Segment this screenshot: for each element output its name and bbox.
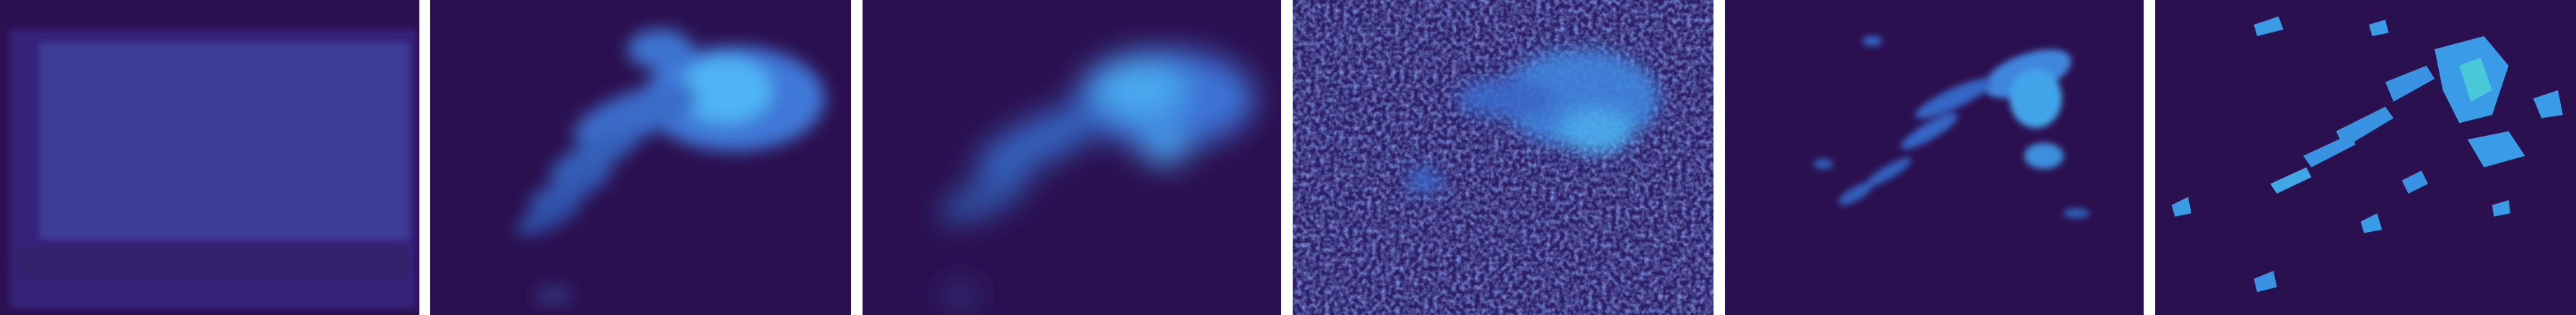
blob-group xyxy=(515,29,825,306)
fragment xyxy=(2171,197,2192,217)
panel xyxy=(0,0,419,315)
blob xyxy=(974,102,1110,177)
streak xyxy=(1915,78,1993,119)
panel xyxy=(1293,0,1713,315)
fragment xyxy=(2467,131,2525,168)
panel xyxy=(430,0,851,315)
streak xyxy=(2024,142,2064,169)
fragment xyxy=(2360,213,2383,233)
streak xyxy=(2009,69,2062,129)
region xyxy=(16,246,410,280)
streak xyxy=(1838,182,1874,205)
fragment xyxy=(2270,167,2312,194)
streak xyxy=(1862,35,1882,46)
blob xyxy=(533,285,574,306)
blob-group xyxy=(940,49,1255,307)
blob xyxy=(1560,108,1633,155)
streak xyxy=(1813,159,1833,169)
panel xyxy=(2155,0,2576,315)
fragment xyxy=(2492,200,2510,217)
blob-group xyxy=(1407,49,1659,194)
panel xyxy=(863,0,1281,315)
panel-background xyxy=(863,0,1281,315)
blob xyxy=(680,57,772,124)
fragment xyxy=(2302,134,2356,168)
blob xyxy=(549,131,640,181)
blob xyxy=(573,83,698,147)
blob xyxy=(1407,167,1441,194)
noise-texture xyxy=(1293,0,1713,315)
streak xyxy=(2063,208,2090,219)
fragment xyxy=(2253,16,2284,36)
streak xyxy=(1865,158,1912,187)
blob xyxy=(1140,131,1190,165)
fragment xyxy=(2533,90,2563,118)
fragment xyxy=(2369,20,2389,36)
blob xyxy=(515,198,582,236)
fragment xyxy=(2459,57,2492,102)
fragment xyxy=(2385,65,2435,102)
streak-group xyxy=(1813,35,2090,219)
fragment-group xyxy=(2171,16,2563,293)
blob xyxy=(1094,61,1187,120)
blob xyxy=(940,283,981,307)
streak xyxy=(1900,113,1958,150)
blob xyxy=(940,171,1031,223)
fragment xyxy=(2253,270,2277,293)
blob xyxy=(528,165,612,212)
panel xyxy=(1725,0,2144,315)
fragment xyxy=(2401,171,2429,194)
blob xyxy=(1457,79,1556,118)
blob xyxy=(627,29,694,69)
panel-background xyxy=(1725,0,2144,315)
region xyxy=(39,43,410,240)
